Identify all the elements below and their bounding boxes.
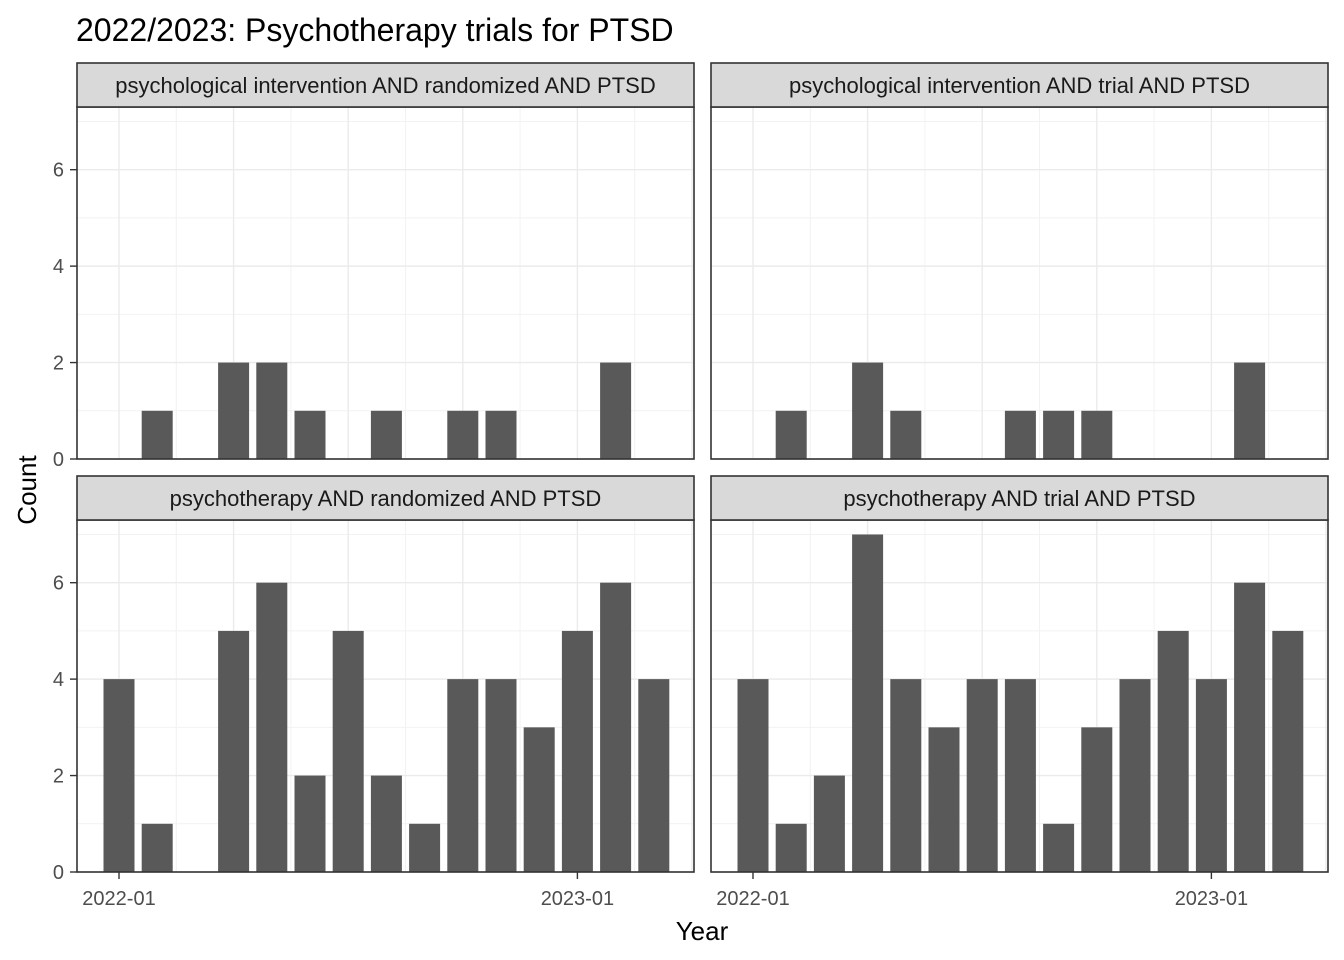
bar xyxy=(294,775,326,872)
bar xyxy=(890,410,922,459)
x-axis-title: Year xyxy=(676,916,729,946)
y-tick-label: 2 xyxy=(53,766,64,788)
facet-strip-label: psychological intervention AND trial AND… xyxy=(789,73,1250,98)
x-tick-label: 2022-01 xyxy=(716,888,789,910)
facet-panel: psychological intervention AND randomize… xyxy=(53,62,695,471)
bar xyxy=(737,679,769,872)
bar xyxy=(447,410,479,459)
panel-background xyxy=(77,107,694,459)
y-tick-label: 6 xyxy=(53,160,64,182)
facet-strip-label: psychological intervention AND randomize… xyxy=(115,73,655,98)
bar xyxy=(485,679,517,872)
bar xyxy=(218,630,250,872)
bar xyxy=(890,679,922,872)
bar xyxy=(1081,410,1113,459)
bar xyxy=(1234,362,1266,459)
bar xyxy=(561,630,593,872)
bar xyxy=(370,410,402,459)
bar xyxy=(852,362,884,459)
bar xyxy=(1234,582,1266,872)
bar xyxy=(256,582,288,872)
chart-title: 2022/2023: Psychotherapy trials for PTSD xyxy=(76,12,674,48)
bar xyxy=(218,362,250,459)
bar xyxy=(447,679,479,872)
y-tick-label: 6 xyxy=(53,573,64,595)
bar xyxy=(523,727,555,872)
bar xyxy=(141,823,173,872)
facet-strip xyxy=(710,62,1329,108)
x-tick-label: 2023-01 xyxy=(1175,888,1248,910)
bar xyxy=(775,823,807,872)
bar xyxy=(966,679,998,872)
facet-strip xyxy=(710,475,1329,521)
bar xyxy=(1004,410,1036,459)
x-tick-label: 2022-01 xyxy=(82,888,155,910)
facet-panel: psychotherapy AND randomized AND PTSD 0 2 4… xyxy=(53,475,695,910)
bar xyxy=(1043,410,1075,459)
y-tick-label: 2 xyxy=(53,353,64,375)
bar xyxy=(1157,630,1189,872)
facet-strip-label: psychotherapy AND randomized AND PTSD xyxy=(170,486,602,511)
facet-strip xyxy=(76,62,695,108)
bar xyxy=(256,362,288,459)
facet-panel: psychotherapy AND trial AND PTSD 2022-01 2… xyxy=(710,475,1329,910)
bar xyxy=(1195,679,1227,872)
panel-background xyxy=(711,107,1328,459)
y-tick-label: 0 xyxy=(53,862,64,884)
bar xyxy=(813,775,845,872)
facet-strip-label: psychotherapy AND trial AND PTSD xyxy=(843,486,1195,511)
bar xyxy=(370,775,402,872)
bar xyxy=(852,534,884,872)
facet-panels: psychological intervention AND randomize… xyxy=(53,62,1329,910)
bar xyxy=(1272,630,1304,872)
y-tick-label: 4 xyxy=(53,669,64,691)
bar xyxy=(103,679,135,872)
bar xyxy=(1004,679,1036,872)
bar xyxy=(638,679,670,872)
bar xyxy=(775,410,807,459)
facet-panel: psychological intervention AND trial AND… xyxy=(710,62,1329,460)
bar xyxy=(1081,727,1113,872)
x-tick-label: 2023-01 xyxy=(541,888,614,910)
bar xyxy=(1119,679,1151,872)
facet-strip xyxy=(76,475,695,521)
bar xyxy=(294,410,326,459)
bar xyxy=(1043,823,1075,872)
bar xyxy=(600,362,632,459)
bar xyxy=(141,410,173,459)
y-axis-title: Count xyxy=(12,455,42,525)
bar xyxy=(332,630,364,872)
bar xyxy=(409,823,441,872)
bar xyxy=(485,410,517,459)
bar xyxy=(600,582,632,872)
y-tick-label: 0 xyxy=(53,449,64,471)
y-tick-label: 4 xyxy=(53,256,64,278)
bar xyxy=(928,727,960,872)
